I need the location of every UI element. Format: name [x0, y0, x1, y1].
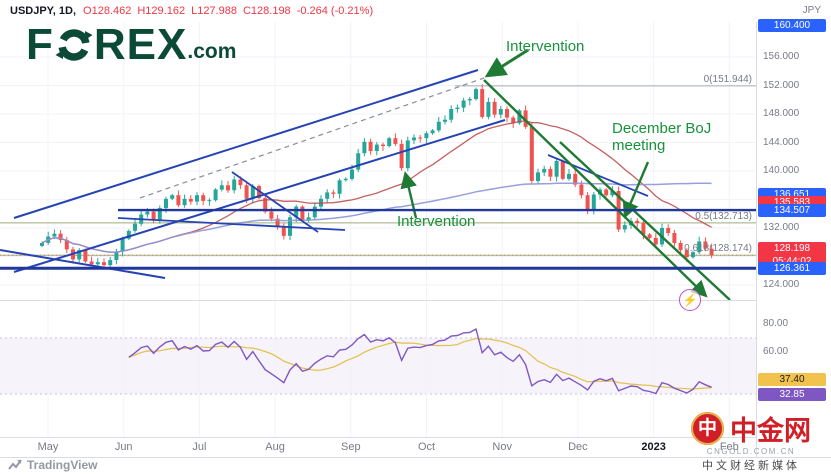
- rsi-tick: 60.00: [763, 346, 789, 357]
- price-tick: 132.000: [763, 222, 800, 233]
- cngold-watermark[interactable]: 中 中金网 CNGOLD.COM.CN 中文财经新媒体: [675, 409, 827, 473]
- down-trendline-green-2[interactable]: [559, 141, 731, 300]
- time-axis-label: 2023: [641, 441, 666, 453]
- watermark-title: 中金网: [730, 416, 811, 446]
- time-axis-label: Aug: [265, 441, 285, 453]
- minor-trendline-1[interactable]: [117, 217, 346, 231]
- pane-separator[interactable]: [0, 300, 831, 301]
- change-value: -0.264 (-0.21%): [296, 5, 374, 17]
- cngold-logo-icon: 中: [691, 412, 724, 445]
- price-tick: 148.000: [763, 108, 800, 119]
- rsi-value-badge: 37.40: [758, 373, 826, 386]
- fib-05-label: 0.5(132.713): [695, 211, 752, 222]
- forex-logo: F REX .com: [26, 20, 237, 69]
- price-tick: 124.000: [763, 279, 800, 290]
- price-pane[interactable]: [0, 22, 756, 300]
- minor-trendline-3[interactable]: [0, 249, 166, 279]
- time-axis-label: Dec: [568, 441, 588, 453]
- price-tick: 152.000: [763, 80, 800, 91]
- currency-label: JPY: [802, 5, 821, 16]
- drawings-overlay[interactable]: [0, 22, 756, 300]
- time-axis-label: Oct: [417, 441, 436, 453]
- intervention-label-top[interactable]: Intervention: [506, 38, 585, 55]
- fib-0-label: 0(151.944): [703, 74, 752, 85]
- lightning-marker-icon[interactable]: ⚡: [679, 289, 701, 311]
- down-trendline-green-1[interactable]: [483, 79, 708, 298]
- time-axis-label: Jun: [114, 441, 133, 453]
- time-axis-label: Feb: [719, 441, 739, 453]
- close-value: C128.198: [242, 5, 291, 17]
- intervention-label-mid[interactable]: Intervention: [397, 213, 476, 230]
- time-axis-label: Jul: [192, 441, 207, 453]
- price-tick: 140.000: [763, 165, 800, 176]
- time-axis[interactable]: May Jun Jul Aug Sep Oct Nov Dec 2023 Feb: [0, 437, 756, 458]
- chart-header: USDJPY, 1D, O128.462 H129.162 L127.988 C…: [0, 0, 831, 22]
- high-value: H129.162: [137, 5, 186, 17]
- boj-arrow[interactable]: [622, 161, 650, 219]
- forex-logo-o-icon: [55, 29, 93, 61]
- boj-meeting-label[interactable]: December BoJ meeting: [612, 120, 712, 154]
- rsi-tick: 80.00: [763, 318, 789, 329]
- tradingview-attribution[interactable]: TradingView: [8, 458, 97, 472]
- intervention-top-arrow[interactable]: [484, 48, 529, 78]
- price-axis[interactable]: 156.000 152.000 148.000 144.000 140.000 132.0…: [756, 19, 831, 457]
- minor-trendline-2[interactable]: [231, 171, 319, 233]
- time-axis-label: Sep: [341, 441, 361, 453]
- rising-channel-upper[interactable]: [13, 69, 479, 219]
- rsi-pane[interactable]: [0, 300, 756, 437]
- price-line-badge: 134.507: [758, 204, 826, 217]
- watermark-domain: CNGOLD.COM.CN: [706, 447, 796, 456]
- rising-channel-lower[interactable]: [13, 119, 506, 273]
- forex-logo-com: .com: [187, 40, 237, 63]
- price-line-badge: 160.400: [758, 19, 826, 32]
- fib-0618-label: 0.618(128.174): [684, 243, 752, 254]
- forex-logo-f: F: [26, 20, 54, 69]
- time-axis-label: Nov: [492, 441, 512, 453]
- price-tick: 144.000: [763, 137, 800, 148]
- price-line-badge: 126.361: [758, 262, 826, 275]
- intervention-mid-arrow[interactable]: [400, 171, 418, 219]
- price-tick: 156.000: [763, 51, 800, 62]
- open-value: O128.462: [83, 5, 132, 17]
- tradingview-label: TradingView: [27, 458, 98, 472]
- rsi-value-badge: 32.85: [758, 388, 826, 401]
- low-value: L127.988: [191, 5, 237, 17]
- nov-trendline[interactable]: [547, 154, 649, 197]
- symbol-label[interactable]: USDJPY, 1D,: [10, 5, 77, 17]
- footer-separator: [0, 457, 831, 458]
- watermark-tagline: 中文财经新媒体: [702, 460, 800, 472]
- time-axis-label: May: [37, 441, 59, 453]
- forex-logo-rex: REX: [93, 20, 188, 69]
- dashed-trendline[interactable]: [139, 77, 485, 199]
- tradingview-logo-icon: [8, 459, 22, 470]
